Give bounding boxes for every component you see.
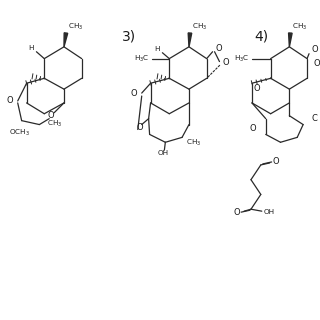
- Text: H$_3$C: H$_3$C: [235, 53, 250, 64]
- Text: O: O: [311, 45, 318, 54]
- Text: CH$_3$: CH$_3$: [186, 138, 201, 148]
- Polygon shape: [289, 33, 292, 47]
- Text: O: O: [273, 157, 279, 166]
- Text: O: O: [48, 111, 54, 120]
- Text: OH: OH: [264, 209, 275, 215]
- Text: CH$_3$: CH$_3$: [47, 118, 62, 129]
- Text: O: O: [234, 208, 240, 217]
- Text: O: O: [6, 96, 13, 106]
- Text: CH$_3$: CH$_3$: [192, 22, 207, 32]
- Text: O: O: [249, 124, 256, 133]
- Text: O: O: [130, 89, 137, 98]
- Text: CH$_3$: CH$_3$: [68, 22, 83, 32]
- Text: CH$_3$: CH$_3$: [292, 22, 308, 32]
- Polygon shape: [64, 33, 68, 47]
- Text: OCH$_3$: OCH$_3$: [9, 127, 30, 138]
- Text: H: H: [155, 46, 160, 52]
- Text: O: O: [216, 44, 222, 53]
- Text: OH: OH: [158, 150, 169, 156]
- Text: H: H: [29, 45, 34, 51]
- Text: O: O: [253, 84, 260, 93]
- Text: H$_3$C: H$_3$C: [134, 53, 149, 64]
- Polygon shape: [188, 33, 192, 47]
- Text: 3): 3): [122, 30, 136, 44]
- Text: O: O: [314, 59, 320, 68]
- Text: 4): 4): [254, 30, 268, 44]
- Text: C: C: [311, 114, 317, 123]
- Text: O: O: [136, 123, 143, 132]
- Text: O: O: [222, 58, 229, 67]
